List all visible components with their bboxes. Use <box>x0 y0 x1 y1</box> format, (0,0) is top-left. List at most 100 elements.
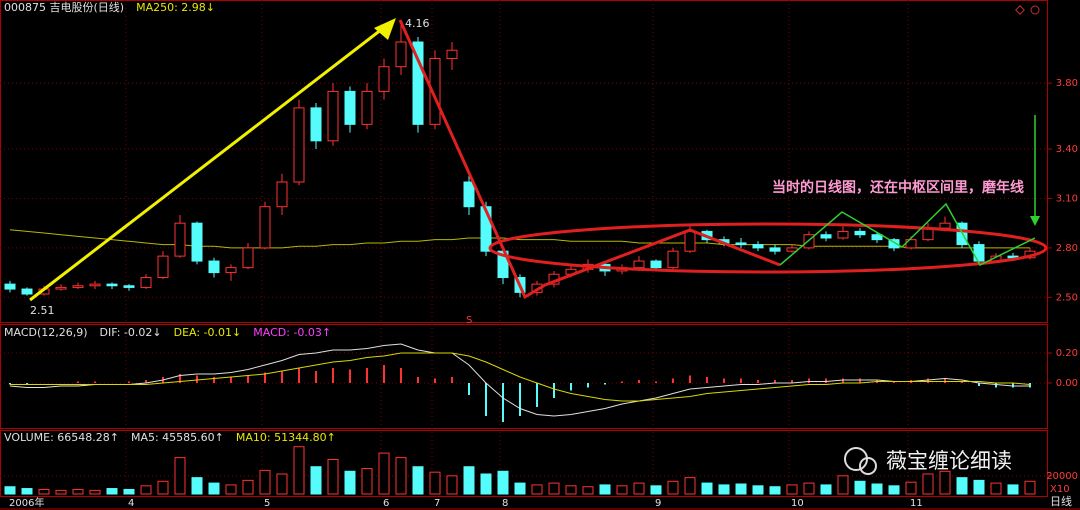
volume-bar <box>446 475 458 495</box>
y-tick-label: 0.00 <box>1056 378 1078 389</box>
candle-body <box>463 181 475 208</box>
volume-bar <box>395 457 407 495</box>
candle-body <box>106 283 118 287</box>
volume-bar <box>803 482 815 495</box>
candle-body <box>72 285 84 288</box>
dea-line <box>10 352 1031 402</box>
candle-body <box>55 286 67 290</box>
candle-body <box>123 285 135 288</box>
x-tick-label: 7 <box>434 498 440 509</box>
volume-bar <box>191 477 203 495</box>
volume-bar <box>956 477 968 495</box>
candle-body <box>259 206 271 249</box>
panel-header: DIF: -0.02↓ <box>100 326 162 339</box>
candle-body <box>293 107 305 183</box>
trend-line <box>398 19 781 300</box>
x-tick-label: 6 <box>383 498 389 509</box>
panel-header: MA5: 45585.60↑ <box>131 431 224 444</box>
candle-body <box>939 222 951 229</box>
volume-bar <box>701 482 713 495</box>
panel-header: VOLUME: 66548.28↑ <box>4 431 119 444</box>
volume-bar <box>616 485 628 495</box>
candle-body <box>480 206 492 252</box>
candle-body <box>378 66 390 92</box>
volume-bar <box>55 489 67 495</box>
x-tick-label: 11 <box>910 498 923 509</box>
candle-body <box>395 41 407 68</box>
volume-bar <box>38 488 50 495</box>
candle-body <box>225 267 237 274</box>
volume-frame <box>0 430 1048 497</box>
candle-body <box>633 260 645 269</box>
candle-body <box>837 230 849 239</box>
x-tick-label: 9 <box>655 498 661 509</box>
candle-body <box>361 90 373 125</box>
candle-body <box>803 234 815 249</box>
volume-bar <box>412 466 424 495</box>
candle-body <box>973 244 985 262</box>
y-tick-label: 3.10 <box>1056 193 1078 204</box>
volume-bar <box>208 482 220 495</box>
volume-bar <box>480 473 492 495</box>
volume-bar <box>72 488 84 495</box>
volume-bar <box>123 488 135 495</box>
volume-bar <box>174 457 186 495</box>
volume-bar <box>89 489 101 495</box>
volume-bar <box>939 470 951 495</box>
volume-bar <box>361 468 373 495</box>
panel-header: 000875 吉电股份(日线) <box>4 0 124 14</box>
macd-frame <box>0 324 1048 429</box>
period-label: 日线 <box>1050 494 1072 508</box>
candle-body <box>157 255 169 279</box>
volume-bar <box>684 477 696 495</box>
volume-bar <box>905 481 917 495</box>
volume-bar <box>1007 484 1019 495</box>
y-tick-label: 3.80 <box>1056 78 1078 89</box>
candle-body <box>140 277 152 288</box>
panel-header: MA250: 2.98↓ <box>136 1 215 14</box>
icon <box>1015 5 1025 15</box>
candle-body <box>327 90 339 142</box>
candle-body <box>1007 255 1019 259</box>
candle-body <box>429 57 441 125</box>
watermark-text: 薇宝缠论细读 <box>886 449 1012 473</box>
volume-bar <box>514 482 526 495</box>
y-tick-label: 2.50 <box>1056 292 1078 303</box>
volume-bar <box>837 475 849 495</box>
min-label: 2.51 <box>30 304 55 317</box>
candle-body <box>684 230 696 252</box>
volume-bar <box>225 484 237 495</box>
dif-line <box>9 343 1030 417</box>
volume-bar <box>718 484 730 495</box>
volume-bar <box>327 458 339 495</box>
candle-body <box>650 260 662 269</box>
candle-body <box>412 41 424 125</box>
volume-bar <box>888 485 900 495</box>
volume-bar <box>140 485 152 495</box>
candle-body <box>310 107 322 142</box>
candle-body <box>344 90 356 125</box>
volume-bar <box>429 471 441 495</box>
y-tick-label: 3.40 <box>1056 144 1078 155</box>
candle-body <box>446 49 458 59</box>
corner-icons <box>1015 5 1040 15</box>
panel-header: MACD(12,26,9) <box>4 326 88 339</box>
volume-bar <box>599 484 611 495</box>
volume-bar <box>820 484 832 495</box>
panel-header: MA10: 51344.80↑ <box>236 431 336 444</box>
volume-bar <box>769 486 781 495</box>
volume-bar <box>973 479 985 495</box>
candle-body <box>786 247 798 252</box>
x-tick-label: 10 <box>791 498 804 509</box>
candle-body <box>820 234 832 239</box>
panel-header: DEA: -0.01↓ <box>174 326 242 339</box>
volume-bar <box>157 480 169 495</box>
pivot-ellipse <box>488 222 1048 274</box>
candle-body <box>769 247 781 252</box>
volume-bar <box>922 473 934 495</box>
volume-bar <box>310 466 322 495</box>
volume-bar <box>4 486 16 495</box>
panel-header: MACD: -0.03↑ <box>253 326 331 339</box>
annotation: 当时的日线图，还在中枢区间里，磨年线 <box>772 179 1024 196</box>
